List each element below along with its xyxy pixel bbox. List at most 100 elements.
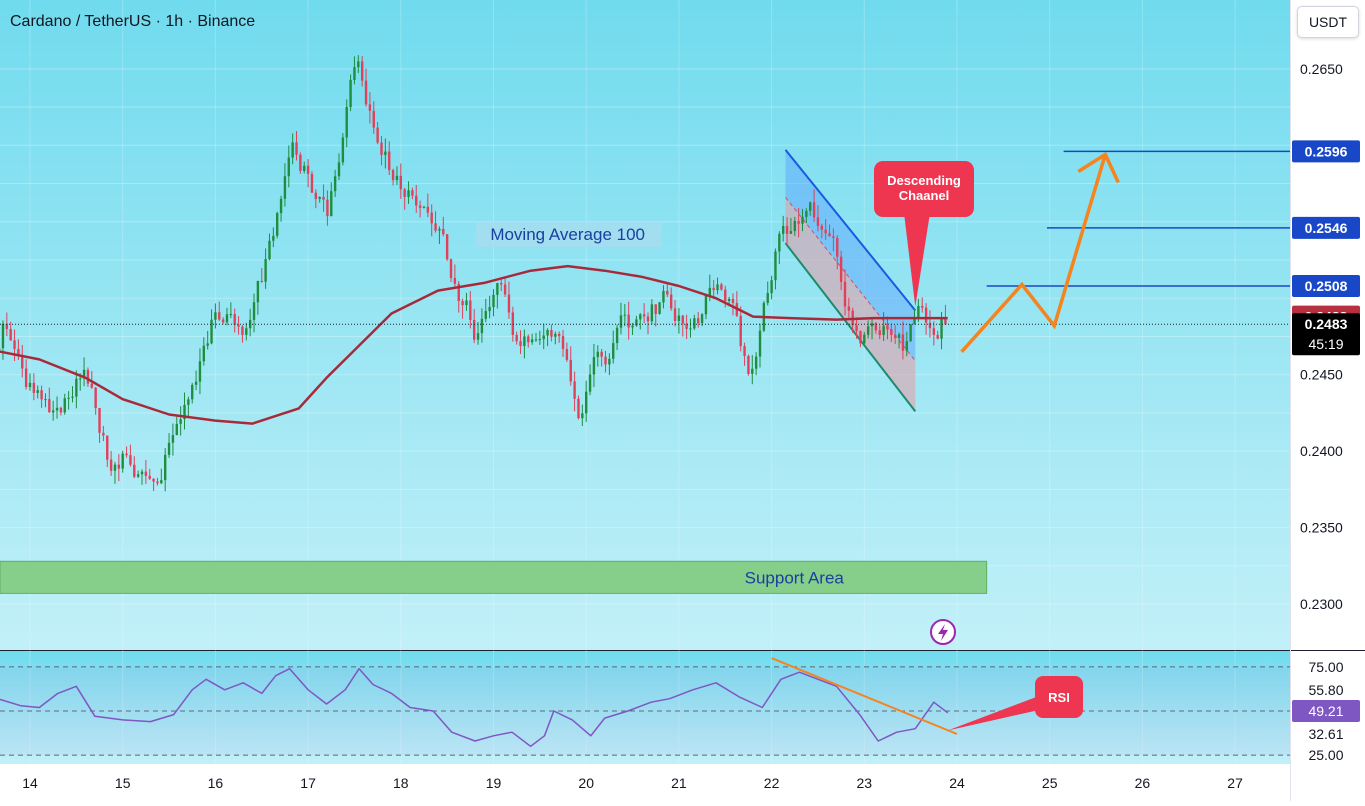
candle-body <box>697 318 699 323</box>
candle-body <box>415 196 417 206</box>
candle-body <box>855 325 857 331</box>
rsi-callout-label: RSI <box>1048 690 1070 705</box>
candle-body <box>118 465 120 469</box>
candle-body <box>241 327 243 335</box>
candle-body <box>295 142 297 154</box>
support-area: Support Area <box>0 561 987 593</box>
candle-body <box>29 383 31 387</box>
candle-body <box>311 174 313 193</box>
candle-body <box>508 295 510 313</box>
candle-body <box>485 311 487 319</box>
candle-body <box>60 408 62 413</box>
candle-body <box>384 152 386 155</box>
candle-body <box>933 328 935 335</box>
candle-body <box>693 318 695 328</box>
candle-body <box>782 226 784 234</box>
candle-body <box>921 306 923 308</box>
time-tick-label: 14 <box>22 775 38 791</box>
candle-body <box>156 482 158 484</box>
candle-body <box>929 323 931 328</box>
time-tick-label: 23 <box>857 775 873 791</box>
candle-body <box>909 324 911 341</box>
rsi-pane: RSI <box>0 658 1290 755</box>
candle-body <box>546 330 548 335</box>
candle-body <box>411 190 413 195</box>
candle-body <box>322 197 324 200</box>
candle-body <box>655 304 657 314</box>
candle-body <box>604 357 606 365</box>
candle-body <box>577 399 579 418</box>
candle-body <box>98 408 100 433</box>
candle-body <box>585 392 587 414</box>
candle-body <box>732 299 734 303</box>
candle-body <box>832 236 834 238</box>
price-badge-label: 0.2483 <box>1305 316 1348 332</box>
price-tick-label: 0.2450 <box>1300 367 1343 383</box>
candle-body <box>110 460 112 471</box>
candle-body <box>299 155 301 171</box>
candle-body <box>288 157 290 176</box>
candle-body <box>276 213 278 236</box>
candle-body <box>141 472 143 475</box>
currency-button[interactable]: USDT <box>1297 6 1359 38</box>
channel-callout-line-1: Descending <box>887 173 961 188</box>
candle-body <box>940 318 942 339</box>
candle-body <box>828 233 830 236</box>
price-tick-label: 0.2350 <box>1300 520 1343 536</box>
candle-body <box>848 307 850 311</box>
candle-body <box>805 211 807 217</box>
candle-body <box>268 241 270 259</box>
candle-body <box>867 326 869 334</box>
time-axis-background <box>0 764 1290 801</box>
candle-body <box>365 81 367 105</box>
candle-body <box>272 236 274 241</box>
candle-body <box>639 314 641 319</box>
candle-body <box>172 435 174 443</box>
time-tick-label: 15 <box>115 775 131 791</box>
candle-body <box>434 223 436 230</box>
candle-body <box>527 336 529 342</box>
candle-body <box>627 315 629 328</box>
candle-body <box>624 315 626 316</box>
candle-body <box>477 333 479 340</box>
candle-body <box>357 61 359 67</box>
candle-body <box>481 319 483 333</box>
candle-body <box>879 330 881 335</box>
price-axis-background <box>1290 0 1365 801</box>
candle-body <box>380 143 382 155</box>
candle-body <box>52 410 54 412</box>
candle-body <box>712 288 714 290</box>
candle-body <box>600 352 602 357</box>
candle-body <box>318 197 320 199</box>
candle-body <box>87 370 89 384</box>
candle-body <box>461 301 463 305</box>
time-tick-label: 22 <box>764 775 780 791</box>
candle-body <box>346 107 348 137</box>
support-area-label: Support Area <box>745 568 845 587</box>
candle-body <box>759 331 761 357</box>
candle-body <box>890 329 892 335</box>
candle-body <box>674 308 676 321</box>
candle-body <box>191 385 193 399</box>
candle-body <box>500 283 502 284</box>
time-tick-label: 19 <box>486 775 502 791</box>
candle-body <box>187 399 189 405</box>
candle-body <box>353 67 355 80</box>
candle-body <box>338 162 340 176</box>
candle-body <box>145 472 147 476</box>
candle-body <box>724 290 726 301</box>
candle-body <box>245 328 247 335</box>
candle-body <box>689 328 691 329</box>
time-tick-label: 24 <box>949 775 965 791</box>
rsi-tick-label: 25.00 <box>1308 747 1343 763</box>
candle-body <box>419 205 421 207</box>
candle-body <box>13 340 15 349</box>
time-tick-label: 20 <box>578 775 594 791</box>
candle-body <box>573 381 575 398</box>
candle-body <box>767 293 769 303</box>
moving-average-label: Moving Average 100 <box>490 225 645 244</box>
time-tick-label: 16 <box>208 775 224 791</box>
candle-body <box>218 312 220 319</box>
candle-body <box>882 326 884 335</box>
